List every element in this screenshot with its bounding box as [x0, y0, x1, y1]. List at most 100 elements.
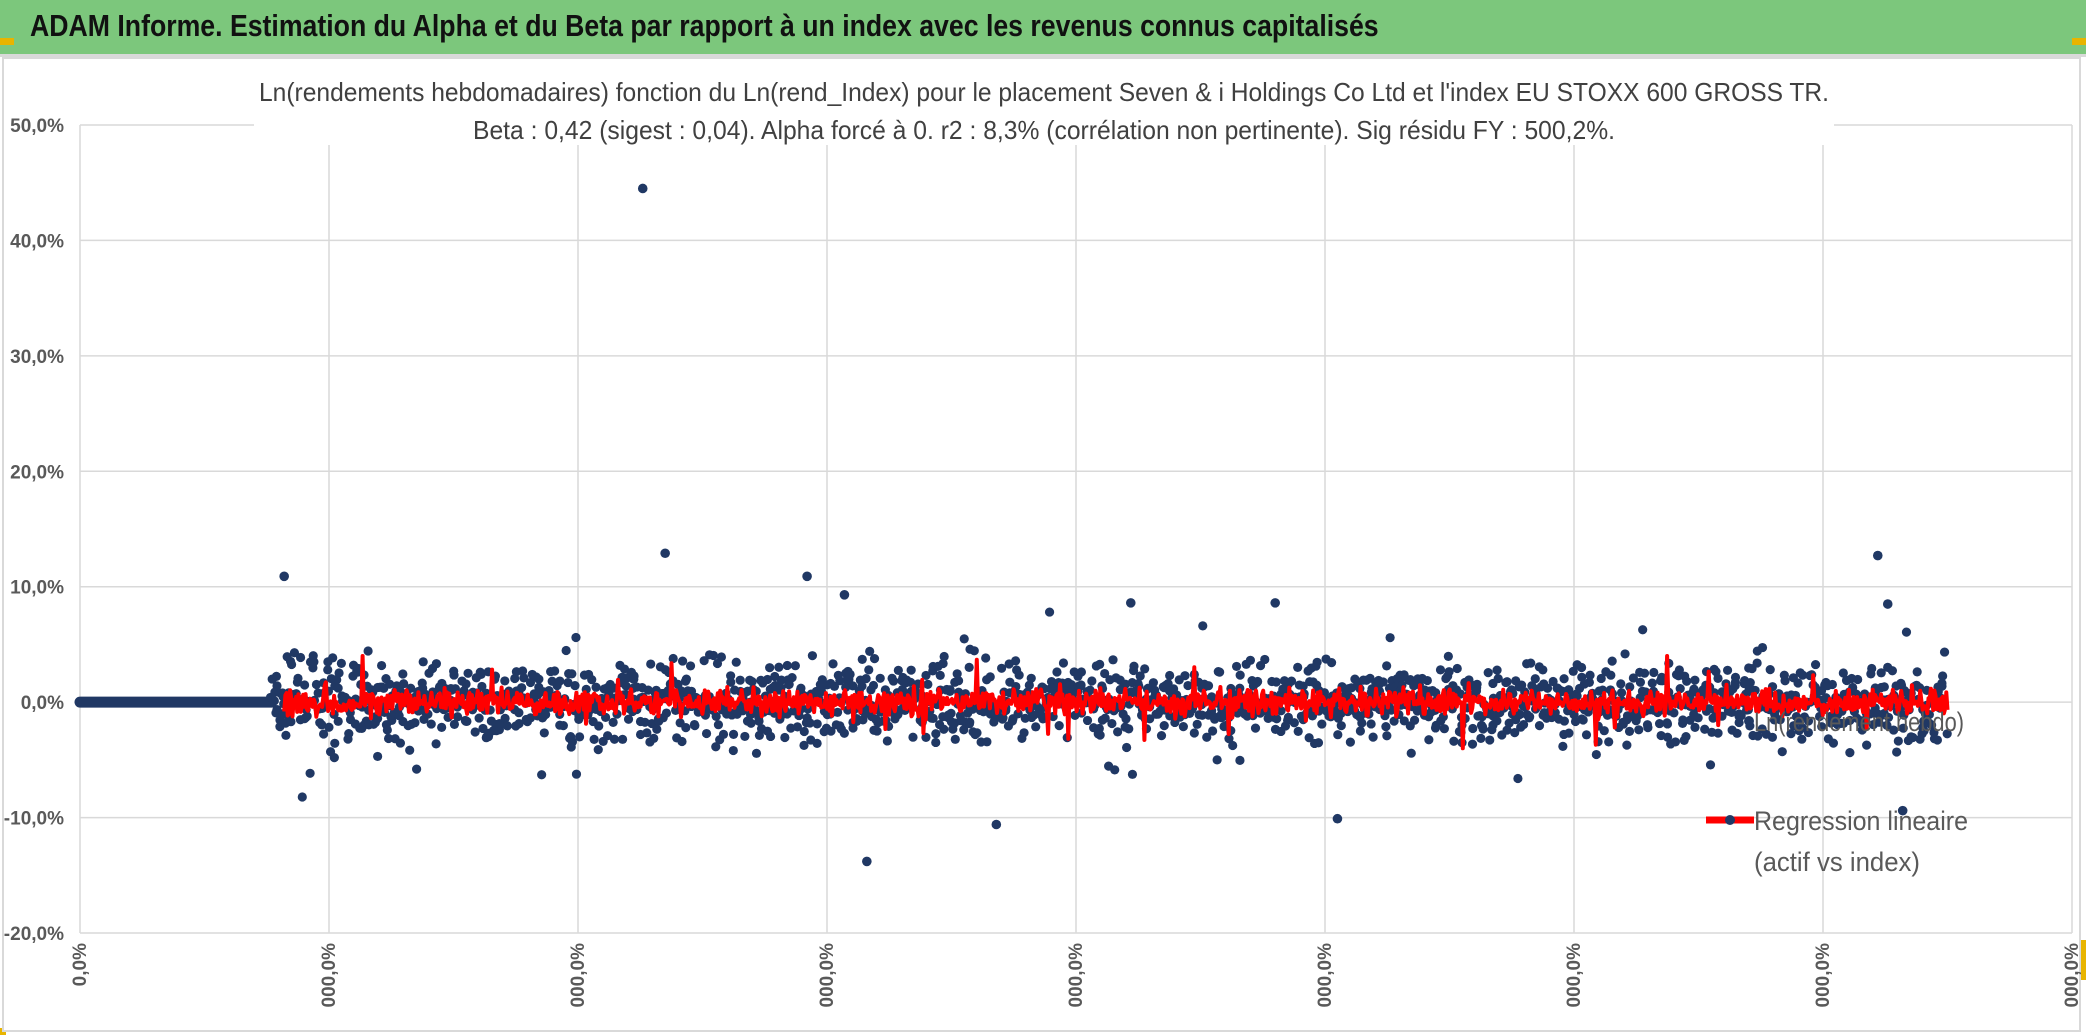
data-point	[1409, 715, 1420, 725]
data-point	[660, 548, 670, 559]
data-point	[1478, 724, 1488, 734]
data-point	[1212, 755, 1222, 765]
data-point	[1681, 732, 1691, 742]
data-point	[1313, 738, 1324, 748]
data-point	[1649, 667, 1659, 678]
data-point	[643, 685, 653, 695]
data-point	[1674, 665, 1684, 675]
data-point	[1485, 735, 1495, 745]
chart-area[interactable]: 50,0% 40,0% 30,0% 20,0% 10,0% 0,0% -10,0% -20,0…	[2, 57, 2083, 1032]
data-point	[336, 658, 346, 668]
data-point	[1628, 673, 1638, 683]
data-point	[405, 745, 415, 755]
data-point	[373, 751, 383, 762]
data-point	[1192, 719, 1202, 729]
data-point	[812, 719, 822, 729]
data-point	[906, 665, 916, 675]
data-point	[1515, 709, 1525, 720]
data-point	[502, 721, 512, 731]
x-tick-label: 000,0%	[568, 943, 589, 1008]
data-point	[330, 738, 340, 748]
data-point	[1882, 599, 1893, 609]
data-point	[525, 677, 536, 688]
regression-path	[282, 654, 1950, 751]
data-point	[726, 671, 736, 681]
data-point	[1382, 731, 1392, 741]
data-point	[1901, 627, 1912, 637]
data-point	[754, 716, 764, 726]
data-point	[908, 732, 918, 742]
data-point	[728, 745, 738, 756]
data-point	[945, 686, 955, 696]
data-point	[629, 671, 639, 681]
legend-series-2-marker-dot	[1725, 815, 1735, 825]
data-point	[1129, 661, 1139, 671]
data-point	[1467, 739, 1478, 749]
data-point	[1476, 733, 1486, 743]
data-point	[972, 728, 982, 738]
data-point	[1125, 598, 1136, 608]
data-point	[1076, 667, 1087, 677]
data-point	[1333, 730, 1343, 740]
data-point	[1866, 669, 1876, 679]
data-point	[1919, 726, 1929, 736]
data-point	[309, 657, 319, 667]
data-point	[701, 728, 712, 739]
y-tick-label: 0,0%	[21, 693, 64, 714]
data-point	[1932, 735, 1943, 745]
data-point	[1942, 729, 1952, 739]
window-corner-top-left	[0, 38, 14, 45]
data-point	[935, 670, 945, 680]
data-point	[1439, 724, 1449, 734]
data-point	[711, 742, 721, 752]
data-point	[711, 711, 721, 721]
data-point	[1690, 722, 1700, 732]
data-point	[1145, 714, 1155, 724]
data-point	[1156, 731, 1167, 741]
data-point	[1052, 667, 1062, 677]
data-point	[1604, 737, 1614, 747]
data-point	[677, 736, 687, 747]
data-point	[1276, 706, 1286, 716]
data-point	[862, 856, 872, 867]
data-point	[780, 732, 790, 743]
data-point	[1887, 666, 1898, 676]
data-point	[661, 708, 672, 718]
x-tick-label: 000,0%	[1066, 943, 1087, 1008]
data-point	[1013, 709, 1023, 719]
data-point	[1087, 676, 1097, 686]
data-point	[324, 722, 334, 732]
data-point	[1939, 647, 1950, 657]
data-point	[1736, 711, 1746, 721]
data-point	[864, 665, 874, 675]
data-point	[1828, 738, 1839, 748]
data-point	[1845, 715, 1855, 726]
data-point	[888, 676, 899, 686]
data-point	[923, 679, 933, 689]
data-point	[1444, 667, 1454, 677]
data-point	[571, 632, 581, 643]
data-point	[1122, 742, 1132, 753]
data-point	[1100, 713, 1110, 723]
data-point	[1872, 550, 1883, 561]
data-point	[1757, 642, 1768, 653]
data-point	[1898, 723, 1908, 733]
data-point	[1798, 670, 1808, 680]
data-point	[1378, 677, 1388, 687]
data-point	[816, 687, 827, 697]
data-point	[474, 713, 484, 723]
data-point	[1095, 730, 1105, 740]
data-point	[1599, 726, 1609, 736]
data-point	[603, 731, 613, 741]
data-point	[1366, 719, 1376, 729]
data-point	[1312, 657, 1322, 667]
data-point	[272, 681, 282, 691]
data-point	[1385, 633, 1395, 643]
data-point	[1203, 681, 1214, 691]
data-point	[279, 571, 289, 582]
data-point	[1534, 721, 1545, 731]
data-point	[953, 676, 964, 686]
data-point	[807, 651, 818, 661]
data-point	[1908, 732, 1918, 743]
data-point	[1100, 668, 1110, 679]
